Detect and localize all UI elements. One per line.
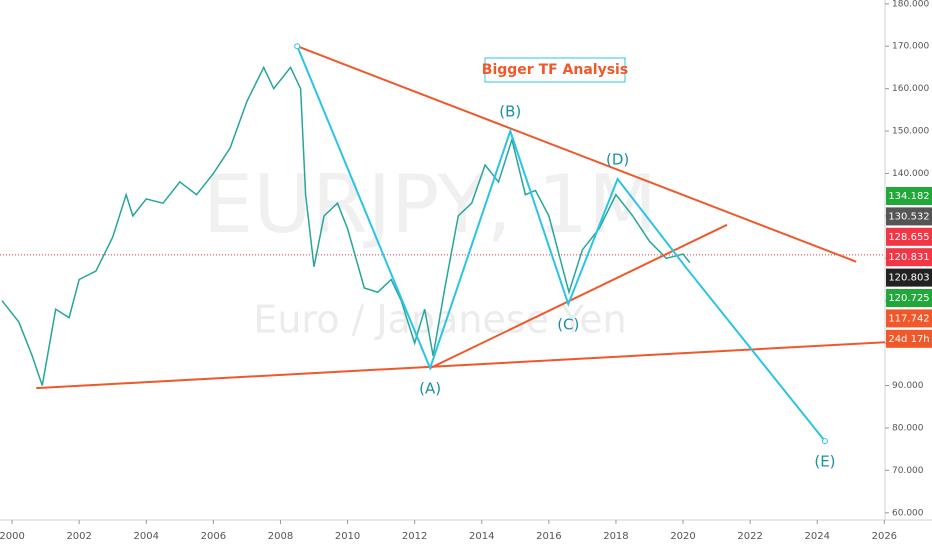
x-tick-label: 2016 [536,531,561,542]
wave-end [294,43,301,50]
x-tick-label: 2018 [603,531,628,542]
price-label: 117.742 [888,313,929,324]
wave-label: (B) [499,103,521,121]
y-tick-label: 170.000 [892,42,929,52]
annotation-box [484,57,626,83]
x-tick-label: 2004 [134,531,159,542]
price-label-box [886,329,932,348]
y-tick-label: 60.000 [892,508,924,518]
price-label: 120.803 [888,273,929,284]
wave-line [296,45,826,442]
x-tick-label: 2012 [402,531,427,542]
wave-label: (C) [557,316,579,334]
x-tick-label: 2026 [872,531,897,542]
price-label-box [886,268,932,287]
y-tick-label: 70.000 [892,466,924,476]
price-label-box [886,187,932,205]
wave-label: (A) [419,380,441,398]
wave-label: (E) [814,453,835,471]
x-tick-label: 2024 [805,531,830,542]
x-tick-label: 2002 [66,531,91,542]
trendline [296,45,857,263]
x-tick-label: 2014 [469,531,494,542]
x-tick-label: 2010 [335,531,360,542]
price-label-box [886,248,932,267]
y-tick-label: 150.000 [892,127,929,137]
annotation: Bigger TF Analysis [482,62,628,78]
x-tick-label: 2020 [670,531,695,542]
x-tick-label: 2000 [0,531,25,542]
price-label: 120.831 [888,252,929,263]
trendline [36,341,886,390]
price-label: 24d 17h [888,334,929,345]
x-tick-label: 2008 [268,531,293,542]
wave-end [821,438,828,445]
price-label: 130.532 [888,211,929,222]
y-tick-label: 90.000 [892,381,924,391]
trendline [429,223,728,370]
y-tick-label: 140.000 [892,169,929,179]
x-tick-label: 2022 [737,531,762,542]
watermark: EURJPY, 1M [203,158,657,251]
price-label: 128.655 [888,232,929,243]
price-label-box [886,207,932,226]
price-label-box [886,309,932,328]
price-label: 134.182 [888,191,929,202]
y-tick-label: 80.000 [892,423,924,433]
y-tick-label: 160.000 [892,84,929,94]
price-line [1,65,691,386]
price-label-box [886,289,932,307]
y-tick-label: 180.000 [892,0,929,9]
x-tick-label: 2006 [201,531,226,542]
price-label: 120.725 [888,293,929,304]
price-label-box [886,227,932,246]
wave-label: (D) [606,150,629,168]
